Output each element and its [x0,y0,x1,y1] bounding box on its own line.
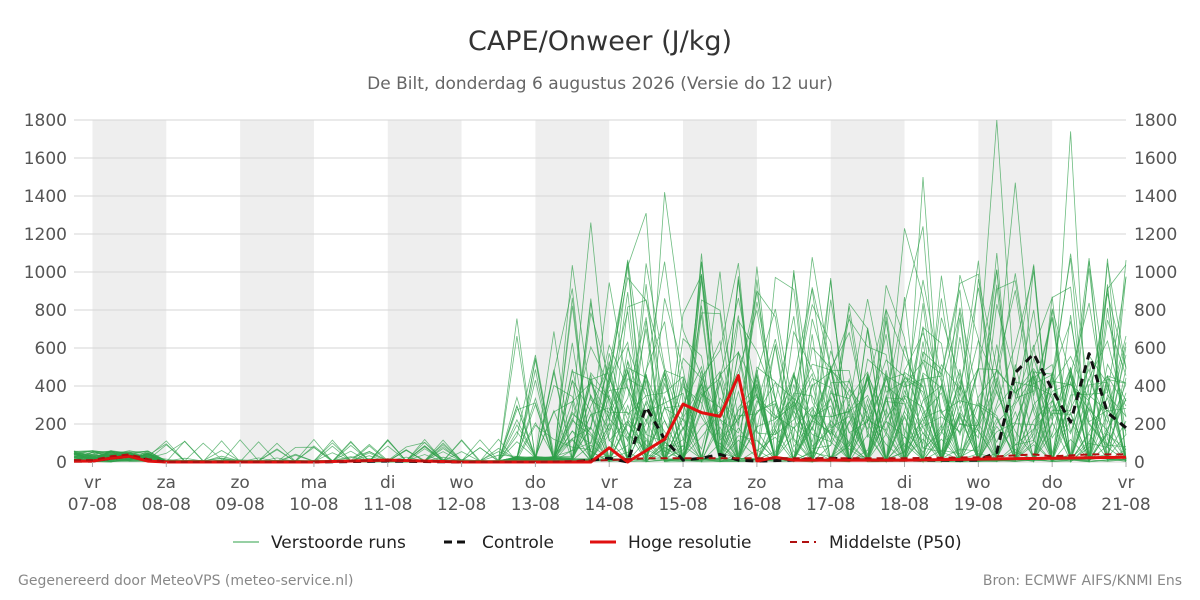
y-tick-label-left: 1800 [24,111,67,131]
x-tick-date: 13-08 [511,495,560,515]
x-tick-weekday: za [157,473,176,493]
x-tick-weekday: do [1042,473,1063,493]
y-tick-label-left: 400 [35,377,67,397]
x-tick-date: 18-08 [880,495,929,515]
x-tick-date: 20-08 [1027,495,1076,515]
y-tick-label-left: 1400 [24,187,67,207]
x-tick-date: 09-08 [215,495,264,515]
x-tick-weekday: za [673,473,692,493]
y-tick-label-left: 200 [35,415,67,435]
x-tick-date: 08-08 [142,495,191,515]
series-line-middelste-p50- [74,453,1126,463]
x-tick-date: 14-08 [585,495,634,515]
x-tick-weekday: ma [300,473,327,493]
y-axis-left: 0 200 400 600 800 1000 1200 1400 1600 1800 [24,111,67,473]
y-tick-label-right: 200 [1134,415,1166,435]
ensemble-member-line [73,261,1127,463]
weekend-band [387,120,462,462]
y-tick-label-left: 1600 [24,149,67,169]
chart-title: CAPE/Onweer (J/kg) [468,26,732,57]
y-tick-label-right: 1000 [1134,263,1177,283]
x-tick-date: 07-08 [68,495,117,515]
footer-left: Gegenereerd door MeteoVPS (meteo-service… [18,573,353,589]
x-tick-date: 16-08 [732,495,781,515]
x-tick-date: 10-08 [289,495,338,515]
x-tick-date: 15-08 [658,495,707,515]
y-tick-label-right: 1200 [1134,225,1177,245]
x-tick-weekday: di [380,473,396,493]
y-tick-label-left: 800 [35,301,67,321]
x-tick-weekday: vr [601,473,618,493]
weekend-band [240,120,314,462]
series-lines [74,352,1127,464]
legend-hires-label: Hoge resolutie [628,533,752,553]
y-tick-label-right: 0 [1134,453,1145,473]
x-axis: vr07-08za08-08zo09-08ma10-08di11-08wo12-… [68,462,1151,515]
x-tick-date: 19-08 [954,495,1003,515]
y-tick-label-right: 600 [1134,339,1166,359]
x-tick-weekday: zo [747,473,766,493]
x-tick-weekday: wo [449,473,473,493]
y-tick-label-left: 0 [56,453,67,473]
x-tick-weekday: do [525,473,546,493]
legend-control-label: Controle [482,533,554,553]
x-tick-weekday: ma [817,473,844,493]
x-tick-weekday: di [897,473,913,493]
y-tick-label-right: 400 [1134,377,1166,397]
ensemble-member-line [73,263,1127,463]
x-tick-date: 11-08 [363,495,412,515]
x-tick-date: 12-08 [437,495,486,515]
x-tick-weekday: vr [84,473,101,493]
y-tick-label-left: 1000 [24,263,67,283]
legend-ensemble-label: Verstoorde runs [271,533,406,553]
x-tick-weekday: zo [230,473,249,493]
legend: Verstoorde runs Controle Hoge resolutie … [233,533,962,553]
y-axis-right: 0 200 400 600 800 1000 1200 1400 1600 1800 [1134,111,1177,473]
y-tick-label-right: 800 [1134,301,1166,321]
x-tick-date: 21-08 [1101,495,1150,515]
x-tick-date: 17-08 [806,495,855,515]
y-tick-label-left: 600 [35,339,67,359]
x-tick-weekday: vr [1117,473,1134,493]
weekend-band [92,120,167,462]
y-tick-label-right: 1600 [1134,149,1177,169]
footer-right: Bron: ECMWF AIFS/KNMI Ens [983,573,1182,589]
chart-subtitle: De Bilt, donderdag 6 augustus 2026 (Vers… [367,74,833,94]
x-tick-weekday: wo [966,473,990,493]
y-tick-label-right: 1400 [1134,187,1177,207]
legend-median-label: Middelste (P50) [829,533,962,553]
y-tick-label-left: 1200 [24,225,67,245]
y-tick-label-right: 1800 [1134,111,1177,131]
